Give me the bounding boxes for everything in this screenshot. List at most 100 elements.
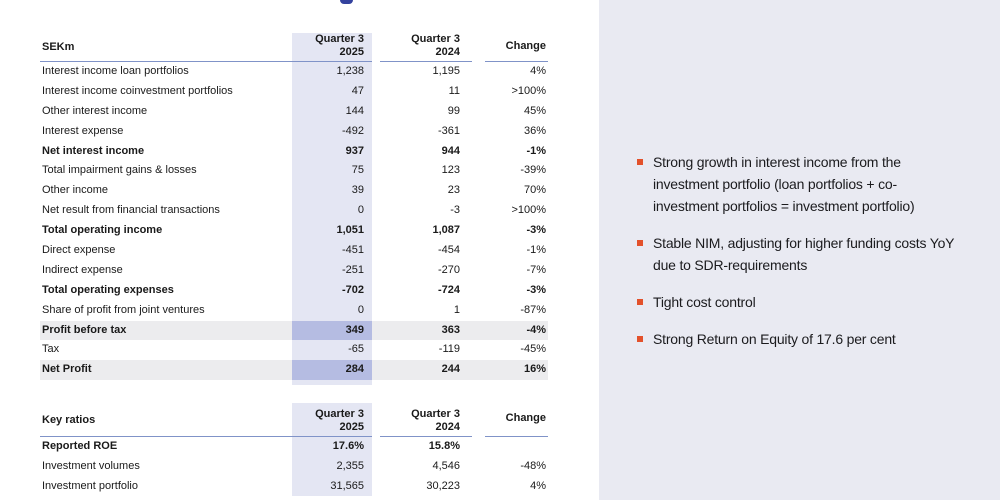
row-spacer — [472, 161, 485, 181]
value-q3-2024: 1,195 — [432, 65, 460, 77]
value-q3-2024: 244 — [441, 363, 460, 376]
row-spacer — [372, 201, 380, 221]
table-row: Investment portfolio 31,565 30,223 4% — [40, 477, 548, 497]
table-header-row: Key ratios Quarter 3 2025 Quarter 3 2024 Chan… — [40, 403, 548, 437]
row-spacer — [372, 340, 380, 360]
row-label: Interest income coinvestment portfolios — [42, 84, 233, 97]
table-row: Total operating expenses -702 -724 -3% — [40, 281, 548, 301]
table-body: Reported ROE 17.6% 15.8% Investment volumes… — [40, 437, 548, 497]
bullet-line: Tight cost control — [653, 294, 756, 310]
row-label: Tax — [42, 343, 60, 356]
value-q3-2025: 0 — [357, 303, 364, 316]
bullet-line: investment portfolio (loan portfolios + … — [653, 176, 897, 192]
row-spacer — [372, 457, 380, 477]
value-q3-2025: 31,565 — [330, 479, 364, 492]
bullet-square-icon — [637, 336, 643, 342]
value-q3-2025: -492 — [341, 124, 364, 137]
row-label: Total impairment gains & losses — [42, 164, 197, 177]
table-row: Net result from financial transactions 0 -… — [40, 201, 548, 221]
row-spacer — [372, 181, 380, 201]
header-line: 2024 — [435, 421, 460, 433]
row-spacer — [472, 340, 485, 360]
table-row: Other interest income 144 99 45% — [40, 102, 548, 122]
table-row: Net Profit 284 244 16% — [40, 360, 548, 381]
income-statement-table: SEKm Quarter 3 2025 Quarter 3 2024 Change Int… — [40, 33, 548, 385]
row-spacer — [372, 221, 380, 241]
value-q3-2024: 30,223 — [426, 479, 460, 492]
row-spacer — [372, 142, 380, 162]
value-change: -7% — [526, 263, 546, 276]
value-change: -39% — [520, 164, 546, 177]
column-header-q3-2025: Quarter 3 2025 — [292, 403, 372, 437]
row-spacer — [372, 321, 380, 341]
row-label: Net result from financial transactions — [42, 204, 220, 217]
value-q3-2025: 1,238 — [336, 65, 364, 77]
table-row: Other income 39 23 70% — [40, 181, 548, 201]
row-spacer — [472, 261, 485, 281]
page-title-fragment — [340, 0, 353, 4]
row-spacer — [472, 321, 485, 341]
value-q3-2025: 349 — [292, 320, 372, 341]
header-line: 2025 — [339, 46, 364, 58]
row-spacer — [472, 360, 485, 380]
row-label: Investment volumes — [42, 459, 140, 472]
value-change: 4% — [530, 479, 546, 492]
row-label: Other interest income — [42, 104, 148, 117]
bullet-square-icon — [637, 299, 643, 305]
row-label: Total operating expenses — [42, 283, 174, 296]
row-spacer — [372, 281, 380, 301]
table-body: Interest income loan portfolios 1,238 1,19… — [40, 62, 548, 381]
row-label: Total operating income — [42, 224, 163, 237]
table-row: Total operating income 1,051 1,087 -3% — [40, 221, 548, 241]
column-header-q3-2024: Quarter 3 2024 — [380, 33, 472, 62]
table-row: Profit before tax 349 363 -4% — [40, 320, 548, 341]
row-spacer — [472, 281, 485, 301]
value-change: -3% — [526, 224, 546, 237]
value-q3-2024: 11 — [448, 84, 460, 97]
row-spacer — [372, 301, 380, 321]
value-q3-2024: -270 — [437, 263, 460, 276]
row-label: Direct expense — [42, 244, 116, 257]
value-change: -45% — [520, 343, 546, 356]
header-spacer — [472, 33, 485, 62]
header-spacer — [372, 33, 380, 62]
value-q3-2024: 123 — [441, 164, 460, 177]
bullet-text: Tight cost control — [653, 291, 756, 313]
commentary-panel: Strong growth in interest income from th… — [599, 0, 1000, 500]
table-row: Investment volumes 2,355 4,546 -48% — [40, 457, 548, 477]
value-q3-2025: 2,355 — [336, 459, 364, 472]
bullet-item: Stable NIM, adjusting for higher funding… — [637, 232, 982, 276]
table-header-row: SEKm Quarter 3 2025 Quarter 3 2024 Change — [40, 33, 548, 62]
value-q3-2024: -3 — [450, 204, 460, 217]
row-label: Net interest income — [42, 144, 145, 157]
row-spacer — [372, 437, 380, 457]
value-change: 70% — [523, 184, 546, 197]
value-change: 16% — [523, 363, 546, 376]
row-label: Reported ROE — [42, 440, 118, 452]
column-header-change: Change — [485, 403, 548, 437]
bullet-square-icon — [637, 240, 643, 246]
column-header-label: Key ratios — [40, 403, 292, 437]
value-q3-2024: 15.8% — [428, 440, 460, 452]
bullet-list: Strong growth in interest income from th… — [637, 151, 982, 350]
header-line: Quarter 3 — [315, 33, 364, 45]
value-change: -1% — [526, 144, 546, 157]
row-spacer — [472, 221, 485, 241]
table-row: Tax -65 -119 -45% — [40, 340, 548, 360]
value-q3-2025: 47 — [351, 84, 364, 97]
value-q3-2025: 0 — [357, 204, 364, 217]
header-line: Change — [505, 412, 546, 424]
row-spacer — [472, 142, 485, 162]
header-line: Quarter 3 — [411, 408, 460, 420]
row-label: Net Profit — [42, 363, 92, 376]
value-change: 4% — [530, 65, 546, 77]
header-line: 2025 — [339, 421, 364, 433]
table-row: Reported ROE 17.6% 15.8% — [40, 437, 548, 457]
bullet-item: Strong growth in interest income from th… — [637, 151, 982, 217]
value-q3-2025: -702 — [341, 283, 364, 296]
row-spacer — [472, 457, 485, 477]
value-q3-2025: 284 — [292, 360, 372, 381]
table-row: Share of profit from joint ventures 0 1 -87… — [40, 301, 548, 321]
row-spacer — [372, 62, 380, 82]
bullet-line: Strong growth in interest income from th… — [653, 154, 901, 170]
